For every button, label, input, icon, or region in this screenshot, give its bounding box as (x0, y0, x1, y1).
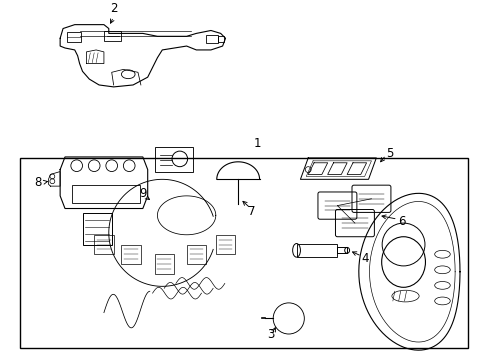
Bar (217, 36, 223, 42)
Bar (186, 244, 205, 264)
Text: 9: 9 (139, 188, 146, 201)
Bar (205, 35, 217, 43)
Text: 5: 5 (385, 147, 393, 159)
Bar (154, 254, 174, 274)
Text: 1: 1 (253, 137, 261, 150)
Bar (296, 243, 337, 257)
Text: 7: 7 (247, 205, 255, 218)
Text: 8: 8 (34, 176, 41, 189)
Bar (215, 235, 235, 254)
Text: 3: 3 (267, 328, 274, 341)
Bar (20, 158, 467, 348)
Text: 4: 4 (361, 252, 368, 265)
Bar (104, 31, 121, 41)
Bar (67, 32, 81, 42)
Bar (337, 247, 346, 253)
Bar (82, 213, 111, 244)
Text: 2: 2 (110, 2, 117, 15)
Bar (154, 147, 193, 172)
Bar (94, 235, 113, 254)
Text: 6: 6 (397, 215, 405, 228)
Bar (121, 244, 141, 264)
Bar (72, 185, 140, 203)
